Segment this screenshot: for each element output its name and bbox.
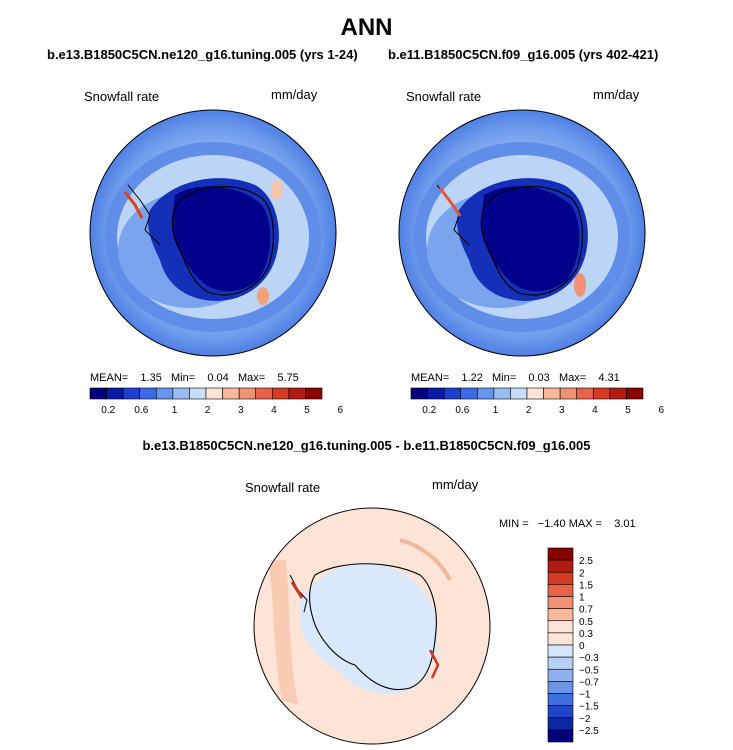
difference-colorbar-tick-label: −2.5 (579, 726, 599, 737)
left-colorbar-tick-label: 0.6 (134, 405, 148, 416)
left-colorbar-tick-label: 3 (238, 405, 244, 416)
right-colorbar-swatch (626, 387, 644, 400)
difference-colorbar-tick-label: −1 (579, 690, 591, 701)
difference-units-label: mm/day (432, 477, 479, 492)
left-colorbar-tick-label: 1 (172, 405, 178, 416)
difference-colorbar-swatch (547, 584, 574, 597)
difference-colorbar: 2.521.5 10.70.50.30−0.3−0.5−0.7 −1−1.5−2−2… (547, 547, 599, 743)
difference-colorbar-tick-label: 2.5 (579, 556, 593, 567)
right-colorbar-tick-label: 1 (493, 405, 499, 416)
difference-colorbar-swatch (547, 656, 574, 670)
difference-colorbar-swatch (547, 705, 574, 719)
right-units-label: mm/day (593, 87, 640, 102)
difference-colorbar-tick-label: 0.5 (579, 617, 593, 628)
right-colorbar-tick-label: 5 (625, 405, 631, 416)
figure-title: ANN (340, 14, 393, 41)
difference-variable-label: Snowfall rate (245, 480, 321, 495)
left-colorbar-tick-label: 0.2 (101, 405, 115, 416)
left-colorbar-tick-label: 5 (304, 405, 310, 416)
left-stats: MEAN= 1.35 Min= 0.04 Max= 5.75 (90, 372, 299, 384)
difference-colorbar-tick-label: 0 (579, 641, 585, 652)
difference-colorbar-tick-label: −1.5 (579, 702, 599, 713)
difference-colorbar-swatch (547, 608, 574, 622)
difference-colorbar-tick-label: 1.5 (579, 580, 593, 591)
difference-colorbar-swatch (547, 571, 574, 585)
difference-colorbar-swatch (547, 620, 574, 634)
difference-colorbar-swatch (547, 693, 574, 706)
right-colorbar-tick-label: 6 (658, 405, 664, 416)
difference-colorbar-swatch (547, 729, 574, 743)
left-units-label: mm/day (271, 87, 318, 102)
difference-colorbar-tick-label: −0.3 (579, 653, 599, 664)
left-panel-title: b.e13.B1850C5CN.ne120_g16.tuning.005 (yr… (47, 47, 358, 62)
right-colorbar-tick-label: 2 (526, 405, 532, 416)
left-variable-label: Snowfall rate (84, 89, 160, 104)
difference-colorbar-swatch (547, 668, 574, 682)
difference-colorbar-swatch (547, 596, 574, 609)
right-colorbar-tick-label: 3 (559, 405, 565, 416)
difference-colorbar-swatch (547, 717, 574, 731)
difference-colorbar-tick-label: 0.3 (579, 629, 593, 640)
left-colorbar-tick-label: 2 (205, 405, 211, 416)
difference-colorbar-swatch (547, 681, 574, 694)
difference-colorbar-tick-label: 2 (579, 568, 585, 579)
right-colorbar-tick-label: 0.6 (455, 405, 469, 416)
difference-colorbar-swatch (547, 559, 574, 573)
difference-colorbar-swatch (547, 632, 574, 646)
difference-stats: MIN = −1.40 MAX = 3.01 (499, 518, 636, 530)
left-colorbar-swatch (305, 387, 323, 400)
right-colorbar-tick-label: 4 (592, 405, 598, 416)
difference-colorbar-tick-label: 1 (579, 593, 585, 604)
left-colorbar-tick-label: 6 (337, 405, 343, 416)
right-colorbar-tick-label: 0.2 (422, 405, 436, 416)
difference-colorbar-tick-label: −0.5 (579, 665, 599, 676)
difference-colorbar-tick-label: 0.7 (579, 605, 593, 616)
right-colorbar: 0.2 0.6 1 2 3 4 5 6 (410, 387, 664, 416)
difference-colorbar-tick-label: −0.7 (579, 677, 599, 688)
difference-colorbar-swatch (547, 644, 574, 658)
left-colorbar-tick-label: 4 (271, 405, 277, 416)
right-stats: MEAN= 1.22 Min= 0.03 Max= 4.31 (411, 372, 620, 384)
difference-title: b.e13.B1850C5CN.ne120_g16.tuning.005 - b… (142, 438, 591, 453)
right-panel-title: b.e11.B1850C5CN.f09_g16.005 (yrs 402-421… (388, 47, 659, 62)
left-colorbar: 0.2 0.6 1 2 3 4 5 6 (89, 387, 343, 416)
difference-colorbar-tick-label: −2 (579, 714, 591, 725)
right-variable-label: Snowfall rate (406, 89, 482, 104)
difference-colorbar-swatch (547, 547, 574, 561)
